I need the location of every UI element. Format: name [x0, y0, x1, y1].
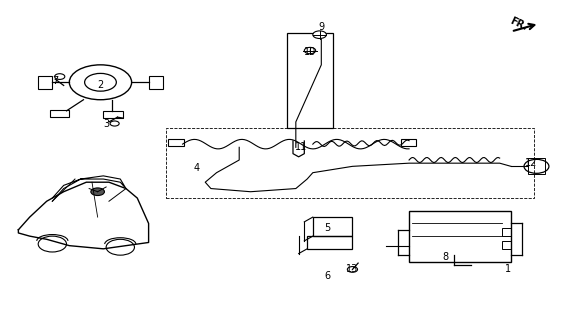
Text: 8: 8 — [443, 252, 449, 262]
Bar — [168, 140, 184, 146]
Text: 13: 13 — [347, 264, 358, 275]
Text: 1: 1 — [505, 264, 511, 275]
Bar — [502, 241, 511, 249]
Circle shape — [55, 74, 65, 79]
Text: 6: 6 — [324, 271, 330, 281]
Text: FR.: FR. — [508, 15, 529, 32]
Text: 12: 12 — [525, 158, 537, 168]
Bar — [149, 76, 163, 89]
Text: 11: 11 — [295, 142, 308, 152]
Circle shape — [313, 31, 327, 38]
Bar — [307, 236, 352, 249]
Text: 3: 3 — [103, 118, 109, 129]
Bar — [38, 76, 52, 89]
Circle shape — [91, 188, 105, 196]
Text: 4: 4 — [193, 163, 200, 173]
Bar — [401, 140, 417, 146]
Bar — [104, 111, 123, 118]
Text: 9: 9 — [318, 22, 324, 32]
Bar — [166, 128, 534, 198]
Bar — [528, 158, 545, 174]
Bar — [287, 33, 333, 128]
Text: 2: 2 — [97, 80, 104, 91]
Text: 5: 5 — [324, 223, 330, 233]
Bar — [502, 228, 511, 236]
Bar — [313, 217, 352, 236]
Bar — [50, 110, 69, 117]
Text: 10: 10 — [304, 47, 316, 57]
Text: 7: 7 — [52, 76, 58, 86]
Circle shape — [304, 47, 316, 54]
Bar — [409, 211, 511, 261]
